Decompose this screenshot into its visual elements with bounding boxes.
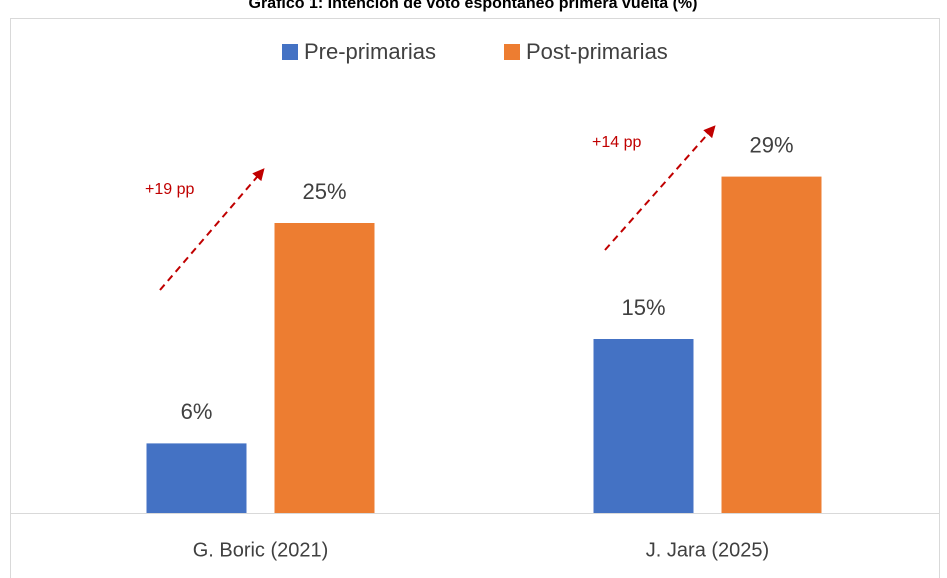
legend-swatch xyxy=(504,44,520,60)
bar xyxy=(593,339,694,513)
data-label: 29% xyxy=(749,132,793,157)
annotation: +19 pp xyxy=(145,181,194,198)
legend-label: Pre-primarias xyxy=(304,39,436,64)
legend-swatch xyxy=(282,44,298,60)
data-label: 6% xyxy=(181,399,213,424)
arrow xyxy=(159,168,265,291)
data-label: 25% xyxy=(302,179,346,204)
bar xyxy=(146,443,247,513)
chart-frame xyxy=(10,18,940,578)
x-tick-label: G. Boric (2021) xyxy=(193,539,329,561)
annotation: +14 pp xyxy=(592,134,641,151)
arrow xyxy=(604,125,716,251)
bar xyxy=(274,223,375,513)
data-label: 15% xyxy=(621,295,665,320)
legend-label: Post-primarias xyxy=(526,39,668,64)
x-tick-label: J. Jara (2025) xyxy=(646,539,769,561)
chart-title: Gráfico 1: Intención de voto espontáneo … xyxy=(249,0,698,12)
bar xyxy=(721,176,822,513)
